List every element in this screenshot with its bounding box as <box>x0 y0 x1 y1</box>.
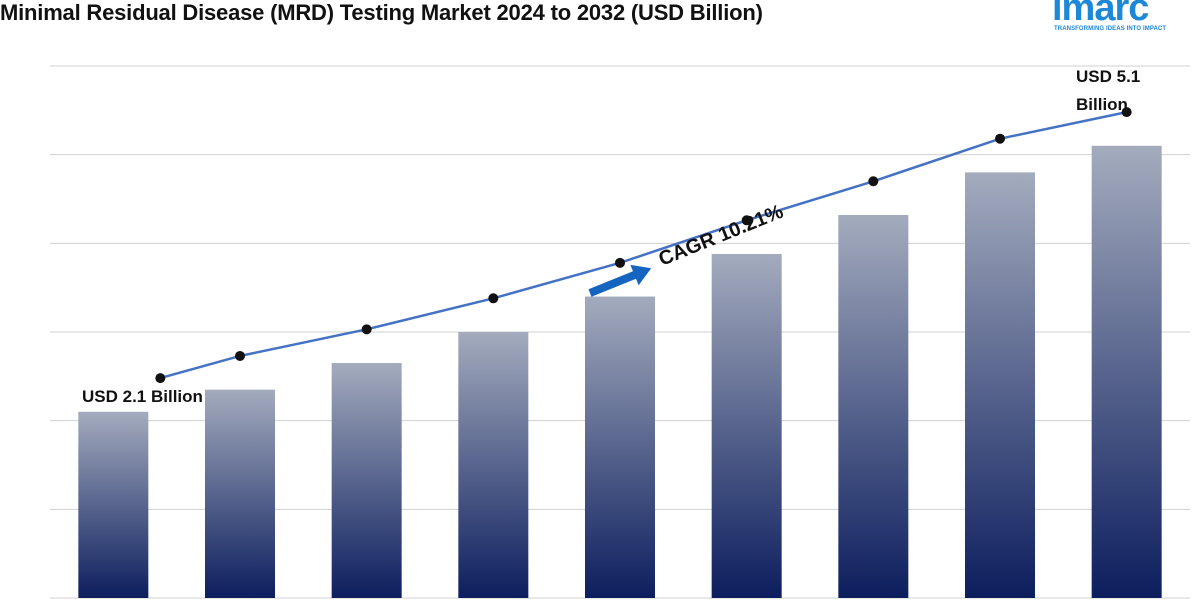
end-value-label-line1: USD 5.1 <box>1076 67 1140 86</box>
trend-point-2028 <box>615 257 625 268</box>
bar-2026 <box>331 363 402 598</box>
trend-point-2024 <box>155 373 166 384</box>
trend-line-group <box>155 107 1132 384</box>
trend-point-2030 <box>868 176 879 187</box>
trend-point-2027 <box>488 293 499 304</box>
bar-2029 <box>711 253 782 598</box>
bar-2027 <box>458 332 529 598</box>
bar-2030 <box>838 214 909 598</box>
bar-2032 <box>1091 145 1162 599</box>
trend-point-2026 <box>361 324 372 335</box>
trend-point-2025 <box>235 350 245 361</box>
trend-point-2029 <box>741 215 752 226</box>
cagr-arrow <box>588 264 652 297</box>
bar-2031 <box>965 172 1035 598</box>
trend-point-2032 <box>1121 107 1132 118</box>
trend-point-2031 <box>995 133 1005 144</box>
start-value-label: USD 2.1 Billion <box>82 387 203 406</box>
imarc-logo: imarc TRANSFORMING IDEAS INTO IMPACT <box>1052 0 1200 34</box>
bar-2024 <box>78 411 149 598</box>
end-value-label-line2: Billion <box>1076 95 1128 114</box>
bar-2025 <box>205 389 275 598</box>
bars <box>78 145 1162 599</box>
logo-wordmark: imarc <box>1052 0 1149 29</box>
cagr-arrow-shaft <box>588 270 638 297</box>
cagr-arrow-head <box>630 264 652 286</box>
bar-2028 <box>585 296 655 598</box>
logo-tagline: TRANSFORMING IDEAS INTO IMPACT <box>1054 26 1167 32</box>
chart-title: Minimal Residual Disease (MRD) Testing M… <box>0 0 763 25</box>
